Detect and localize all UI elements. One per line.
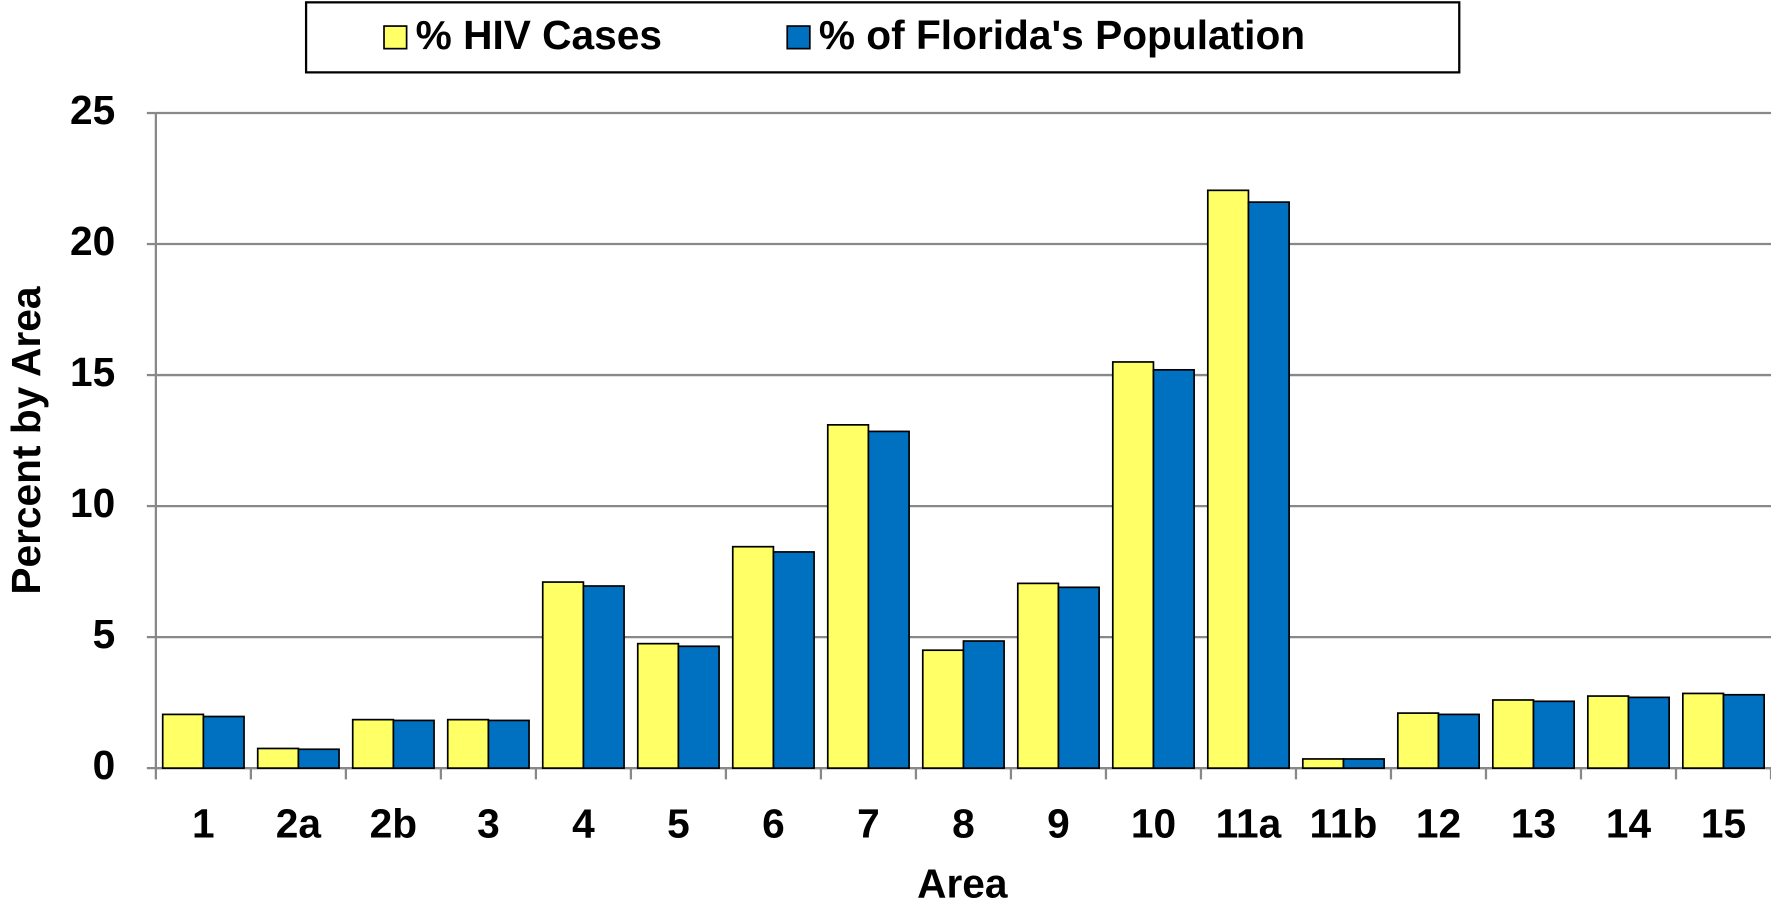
- bar: [826, 424, 870, 769]
- x-tick-label: 13: [1511, 801, 1556, 847]
- x-tick-label: 1: [192, 801, 215, 847]
- bar: [392, 719, 435, 769]
- bar: [351, 718, 395, 769]
- bar: [161, 713, 205, 769]
- bar: [297, 748, 340, 769]
- bar: [487, 719, 530, 769]
- x-tick-label: 11b: [1310, 801, 1378, 847]
- bar: [1342, 758, 1385, 769]
- x-tick-label: 5: [667, 801, 690, 847]
- legend-swatch: [383, 25, 408, 50]
- bar: [1627, 696, 1670, 769]
- bar: [731, 545, 775, 769]
- legend-label: % of Florida's Population: [819, 12, 1305, 58]
- x-tick-label: 2b: [370, 801, 417, 847]
- x-tick-label: 3: [477, 801, 500, 847]
- x-tick-label: 10: [1131, 801, 1176, 847]
- x-tick-label: 4: [572, 801, 595, 847]
- bar: [636, 642, 680, 769]
- bar: [1301, 758, 1345, 769]
- y-axis-label: Percent by Area: [3, 286, 49, 594]
- bar: [202, 715, 245, 769]
- x-axis-label: Area: [917, 860, 1008, 906]
- bar: [962, 640, 1005, 769]
- bar: [1722, 693, 1766, 769]
- bar: [772, 551, 815, 769]
- bar: [1247, 201, 1290, 769]
- bar: [1532, 700, 1575, 769]
- x-tick-label: 7: [857, 801, 880, 847]
- y-tick-label: 5: [93, 611, 116, 657]
- y-tick-label: 0: [93, 742, 116, 788]
- bar: [1016, 582, 1060, 769]
- bar: [1681, 692, 1725, 769]
- x-tick-label: 2a: [276, 801, 322, 847]
- bar: [541, 581, 585, 769]
- bar: [446, 718, 490, 769]
- bar: [1206, 189, 1250, 769]
- y-tick-label: 10: [70, 480, 115, 526]
- bar: [1586, 695, 1630, 769]
- x-tick-label: 8: [952, 801, 975, 847]
- legend-label: % HIV Cases: [416, 12, 662, 58]
- bar: [1437, 713, 1480, 769]
- x-tick-label: 15: [1701, 801, 1746, 847]
- bar: [921, 649, 965, 769]
- bar: [582, 585, 625, 769]
- legend-box: [304, 1, 1461, 74]
- x-tick-label: 6: [762, 801, 785, 847]
- bar: [867, 430, 910, 769]
- bar: [1491, 699, 1535, 769]
- y-tick-label: 15: [70, 349, 115, 395]
- y-tick-label: 25: [70, 87, 115, 133]
- bar: [1396, 712, 1440, 769]
- bar: [1152, 368, 1195, 769]
- bar: [1111, 361, 1155, 769]
- legend-swatch: [786, 25, 811, 50]
- bar: [256, 747, 300, 769]
- bar: [1057, 586, 1100, 769]
- y-tick-label: 20: [70, 218, 115, 264]
- bar: [677, 645, 720, 769]
- x-tick-label: 12: [1416, 801, 1461, 847]
- x-tick-label: 9: [1047, 801, 1070, 847]
- x-tick-label: 11a: [1216, 801, 1282, 847]
- x-tick-label: 14: [1606, 801, 1652, 847]
